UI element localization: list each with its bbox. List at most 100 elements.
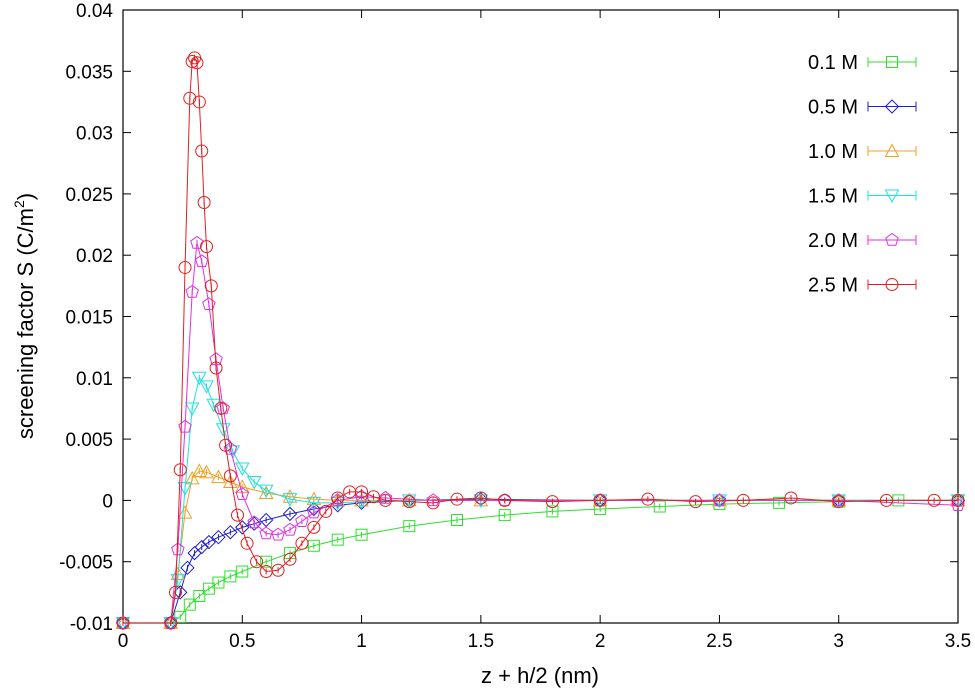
- legend-item: 0.5 M: [808, 97, 917, 119]
- data-point: [319, 504, 333, 518]
- data-point: [194, 254, 209, 268]
- data-point: [224, 570, 237, 583]
- data-point: [355, 485, 369, 499]
- legend-label: 2.0 M: [808, 230, 858, 252]
- legend: 0.1 M 0.5 M 1.0 M 1.5 M 2.0 M 2.5 M: [808, 52, 917, 297]
- data-point: [283, 522, 297, 536]
- legend-marker: [885, 232, 899, 246]
- ticks-layer: 0 0.5 1 1.5 2 2.5 3 3.5 -0.01 -0.005 0 0.005 0.01 0.0…: [59, 1, 971, 652]
- legend-item: 2.0 M: [808, 230, 917, 252]
- data-point: [171, 542, 185, 556]
- series-line: [123, 498, 958, 624]
- series-line: [123, 499, 958, 624]
- y-tick-label: 0.04: [76, 1, 113, 22]
- x-axis-label: z + h/2 (nm): [481, 663, 599, 688]
- data-point: [199, 380, 214, 394]
- data-point: [401, 494, 417, 508]
- x-tick-label: 3.5: [945, 631, 971, 652]
- data-point: [331, 533, 344, 546]
- legend-marker: [884, 189, 900, 204]
- y-tick-label: 0.005: [65, 430, 113, 451]
- legend-marker: [886, 56, 898, 68]
- data-point: [641, 492, 655, 506]
- y-tick-label: 0: [102, 491, 113, 512]
- legend-label: 1.0 M: [808, 141, 858, 163]
- data-point: [402, 495, 416, 509]
- data-point: [223, 474, 238, 489]
- data-point: [178, 260, 192, 274]
- data-point: [204, 279, 218, 293]
- data-point: [498, 509, 511, 522]
- data-point: [282, 493, 298, 507]
- data-point: [212, 576, 225, 589]
- y-tick-label: 0.025: [65, 185, 113, 206]
- data-point: [195, 144, 209, 158]
- data-point: [474, 491, 488, 505]
- data-point: [184, 402, 200, 416]
- data-point: [355, 528, 368, 541]
- data-point: [307, 539, 320, 552]
- x-tick-label: 0: [118, 631, 129, 652]
- legend-item: 1.0 M: [808, 141, 917, 163]
- data-point: [214, 401, 228, 415]
- data-point: [211, 469, 226, 484]
- data-point: [199, 464, 214, 479]
- y-tick-label: 0.01: [76, 369, 113, 390]
- data-point: [178, 419, 192, 433]
- data-point: [378, 493, 392, 507]
- x-tick-label: 1.5: [468, 631, 494, 652]
- data-point: [450, 492, 464, 506]
- data-point: [594, 502, 607, 515]
- data-point: [209, 361, 223, 375]
- data-point: [183, 91, 197, 105]
- y-axis-label-main: screening factor S (C/m: [13, 208, 38, 439]
- legend-marker: [885, 278, 899, 291]
- data-point: [246, 476, 262, 490]
- x-tick-label: 2: [595, 631, 606, 652]
- data-point: [260, 555, 273, 568]
- data-point: [201, 534, 217, 550]
- data-point: [194, 539, 209, 555]
- data-point: [168, 585, 182, 599]
- y-axis-label-end: ): [13, 193, 38, 200]
- data-point: [951, 493, 965, 507]
- data-point: [712, 493, 727, 507]
- data-point: [247, 516, 262, 531]
- data-point: [185, 54, 199, 68]
- data-point: [773, 496, 786, 509]
- data-point: [197, 195, 211, 209]
- data-point: [183, 598, 196, 611]
- data-point: [307, 505, 321, 519]
- data-point: [330, 493, 345, 507]
- data-point: [234, 462, 250, 477]
- data-point: [367, 490, 380, 504]
- data-point: [271, 527, 285, 541]
- data-point: [832, 495, 846, 509]
- data-point: [235, 520, 250, 535]
- data-point: [116, 616, 130, 630]
- data-point: [231, 508, 245, 522]
- x-tick-label: 3: [833, 631, 844, 652]
- data-point: [831, 493, 846, 507]
- legend-label: 0.1 M: [808, 52, 858, 74]
- data-point: [223, 469, 237, 483]
- y-tick-label: -0.005: [59, 553, 113, 574]
- data-point: [784, 491, 798, 505]
- data-point: [331, 491, 345, 505]
- data-point: [498, 493, 512, 507]
- data-point: [259, 526, 273, 540]
- data-point: [426, 496, 440, 510]
- legend-marker: [884, 99, 900, 114]
- data-point: [282, 506, 298, 522]
- data-point: [180, 560, 195, 576]
- data-point: [403, 520, 416, 533]
- y-axis-label: screening factor S (C/m2): [11, 193, 38, 439]
- series-2_5-M: [116, 51, 965, 630]
- data-point: [235, 487, 250, 501]
- data-point: [164, 616, 178, 630]
- y-axis-label-superscript: 2: [11, 200, 27, 208]
- data-point: [177, 505, 193, 519]
- data-point: [219, 438, 233, 452]
- legend-label: 1.5 M: [808, 186, 858, 208]
- data-point: [200, 240, 213, 254]
